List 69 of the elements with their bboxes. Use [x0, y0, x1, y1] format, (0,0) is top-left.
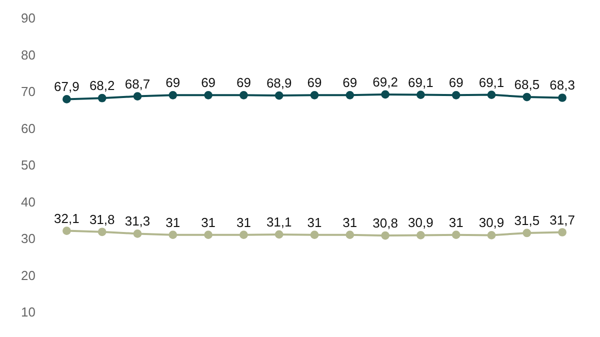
point: [416, 90, 425, 99]
point: [133, 230, 142, 238]
y-tick-label: 90: [21, 10, 36, 26]
point: [416, 231, 425, 240]
data-label: 31,8: [89, 212, 115, 227]
data-label: 31: [307, 214, 322, 230]
data-label: 69,1: [408, 74, 434, 90]
point: [452, 230, 460, 239]
data-label: 69: [307, 75, 322, 90]
point: [204, 91, 212, 100]
y-tick-label: 10: [21, 304, 36, 320]
point: [240, 230, 248, 239]
point: [98, 228, 106, 236]
data-label: 68,5: [514, 77, 540, 92]
data-label: 68,2: [89, 78, 115, 94]
data-label: 69: [166, 75, 180, 90]
data-label: 69: [201, 75, 216, 90]
point: [522, 228, 532, 238]
point: [487, 90, 496, 99]
y-tick-label: 40: [21, 194, 36, 210]
y-tick-label: 80: [21, 47, 36, 62]
data-label: 69: [448, 75, 464, 90]
point: [98, 94, 106, 102]
data-label: 68,9: [266, 76, 292, 91]
point: [274, 230, 284, 239]
point: [558, 94, 566, 102]
data-label: 69: [236, 75, 251, 90]
point: [62, 226, 71, 235]
point: [346, 91, 354, 100]
data-label: 31: [236, 214, 251, 230]
data-label: 31: [342, 214, 358, 230]
data-label: 31,1: [266, 214, 292, 230]
point: [310, 91, 319, 100]
data-label: 31: [166, 214, 180, 230]
point: [310, 230, 319, 239]
data-label: 31: [448, 214, 464, 230]
data-label: 30,8: [372, 216, 398, 231]
point: [168, 230, 178, 239]
data-label: 31,3: [124, 214, 150, 229]
y-tick-label: 60: [21, 120, 36, 136]
data-label: 30,9: [408, 215, 434, 230]
data-label: 69,2: [372, 74, 398, 90]
data-label: 30,9: [478, 215, 504, 230]
data-label: 67,9: [54, 79, 80, 94]
data-label: 69,1: [478, 74, 504, 90]
point: [381, 90, 390, 99]
point: [522, 92, 532, 102]
data-label: 68,3: [550, 78, 575, 93]
data-label: 31,7: [550, 212, 575, 228]
data-label: 32,1: [54, 210, 80, 226]
point: [381, 231, 390, 240]
data-label: 31,5: [514, 212, 540, 228]
point: [346, 230, 354, 239]
point: [168, 91, 178, 100]
y-tick-label: 70: [21, 84, 36, 99]
point: [133, 92, 142, 100]
point: [452, 91, 460, 100]
y-tick-label: 20: [21, 268, 36, 283]
y-tick-label: 50: [21, 158, 36, 172]
data-label: 31: [201, 214, 216, 230]
point: [274, 91, 284, 100]
point: [62, 95, 71, 104]
point: [558, 228, 566, 236]
point: [204, 230, 212, 239]
y-tick-label: 30: [21, 231, 36, 246]
point: [487, 231, 496, 240]
data-label: 69: [342, 75, 358, 90]
point: [240, 91, 248, 100]
data-label: 68,7: [124, 76, 150, 92]
